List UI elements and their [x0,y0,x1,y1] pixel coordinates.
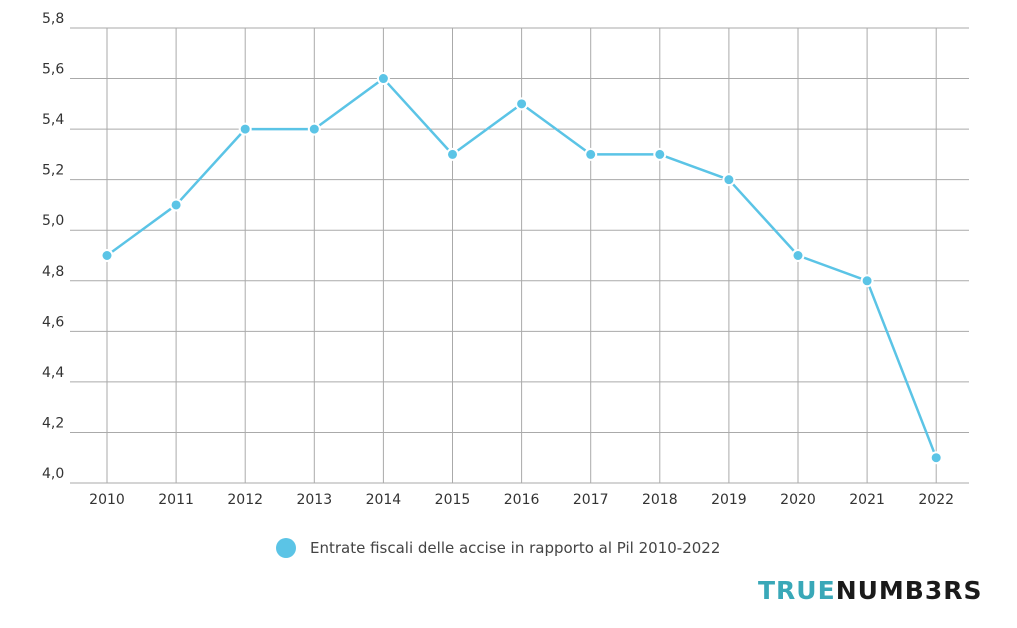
x-axis: 2010 2011 2012 2013 2014 2015 2016 2017 2018 2019… [89,492,954,508]
brand-part2: NUMB3RS [835,576,983,605]
data-point [653,147,667,161]
y-tick-label: 5,2 [42,163,64,179]
legend-label: Entrate fiscali delle accise in rapporto… [310,539,721,557]
x-tick-label: 2022 [918,492,954,508]
data-point [929,451,943,465]
y-tick-label: 5,0 [42,213,64,229]
data-point [100,249,114,262]
y-tick-label: 5,6 [42,62,64,78]
y-tick-label: 4,8 [42,264,64,280]
data-point [376,72,390,86]
x-tick-label: 2010 [89,492,125,508]
data-point [584,147,598,161]
grid [70,27,969,484]
line-chart: 4,04,24,44,64,85,05,25,45,65,8 2010 2011 2… [42,11,969,508]
data-point [722,173,736,187]
y-tick-label: 4,2 [42,415,64,431]
series [100,72,943,465]
x-tick-label: 2015 [435,492,471,508]
data-point [238,122,252,136]
x-tick-label: 2017 [573,492,609,508]
legend: Entrate fiscali delle accise in rapporto… [276,538,720,558]
y-tick-label: 4,6 [42,314,64,330]
data-point [169,198,183,212]
data-point [791,249,805,262]
x-tick-label: 2011 [158,492,194,508]
x-tick-label: 2018 [642,492,678,508]
y-tick-label: 4,0 [42,466,64,482]
y-axis: 4,0 4,2 4,4 4,6 4,8 5,0 5,2 5,4 5,6 5,8 [42,11,64,482]
brand-part1: TRUE [758,576,836,605]
data-point [446,147,459,161]
y-tick-label: 5,4 [42,112,64,128]
legend-marker [276,538,296,558]
x-tick-label: 2013 [296,492,332,508]
data-point [307,122,321,136]
x-tick-label: 2016 [504,492,540,508]
y-tick-label: 4,4 [42,365,64,381]
data-point [860,274,874,288]
x-tick-label: 2014 [366,492,402,508]
x-tick-label: 2021 [849,492,885,508]
y-tick-label: 5,8 [42,11,64,27]
x-tick-label: 2020 [780,492,816,508]
data-point [515,97,529,111]
brand-logo: TRUENUMB3RS [758,576,983,605]
x-tick-label: 2012 [227,492,263,508]
x-tick-label: 2019 [711,492,747,508]
